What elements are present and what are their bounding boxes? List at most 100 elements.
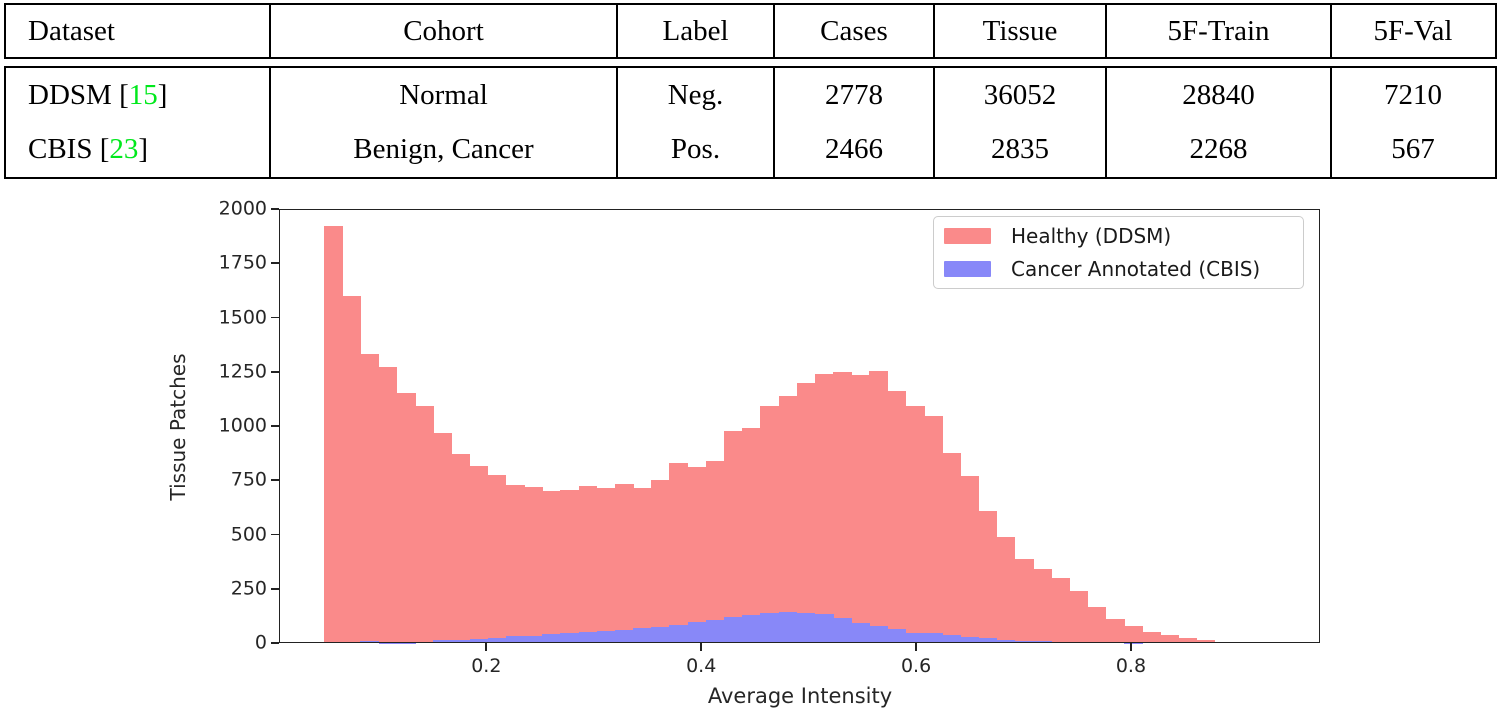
dataset-name: CBIS — [28, 133, 93, 166]
histogram-bar-cancer — [996, 639, 1016, 643]
histogram-bar-healthy — [651, 479, 671, 643]
histogram-bar-cancer — [1069, 641, 1089, 643]
dataset-table-header: Dataset Cohort Label Cases Tissue 5F-Tra… — [4, 3, 1497, 59]
histogram-bar-healthy — [923, 416, 943, 643]
cell-tissue: 36052 — [935, 68, 1107, 123]
histogram-bar-healthy — [524, 487, 543, 643]
legend-swatch-cancer — [944, 261, 991, 277]
y-tick-label: 0 — [254, 631, 267, 654]
cell-dataset-name: CBIS [23] — [6, 122, 271, 177]
cell-5f-train: 2268 — [1107, 122, 1332, 177]
histogram-bar-healthy — [796, 382, 816, 643]
cell-dataset-name: DDSM [15] — [6, 68, 271, 123]
histogram-bar-healthy — [360, 354, 380, 643]
col-header-cases: Cases — [775, 5, 935, 57]
y-tick-label: 2000 — [218, 197, 267, 220]
histogram-bar-healthy — [724, 431, 743, 643]
legend: Healthy (DDSM) Cancer Annotated (CBIS) — [933, 216, 1304, 289]
histogram-bar-healthy — [542, 491, 561, 643]
histogram-bar-healthy — [905, 406, 925, 643]
histogram-bar-healthy — [687, 467, 707, 643]
y-tick-label: 1500 — [218, 306, 267, 328]
histogram-bar-healthy — [669, 462, 689, 643]
x-tick-label: 0.6 — [900, 655, 932, 677]
histogram-bar-cancer — [833, 618, 852, 643]
histogram-bar-healthy — [342, 295, 362, 643]
y-tick-mark — [271, 262, 279, 265]
histogram-bar-healthy — [614, 483, 634, 643]
histogram-bar-healthy — [814, 374, 834, 643]
histogram-bar-healthy — [1196, 640, 1216, 643]
histogram-bar-cancer — [560, 633, 580, 643]
histogram-bar-cancer — [1014, 640, 1034, 643]
col-header-dataset: Dataset — [6, 5, 271, 57]
histogram-bar-healthy — [396, 393, 416, 643]
cell-5f-val: 7210 — [1384, 78, 1442, 111]
histogram-bar-healthy — [1178, 638, 1198, 643]
histogram-bar-cancer — [851, 623, 871, 643]
citation-number: 23 — [109, 133, 139, 166]
y-tick-mark — [271, 479, 279, 482]
col-header-label: Label — [618, 5, 775, 57]
dataset-table-body: DDSM [15] Normal Neg. 2778 36052 28840 7… — [4, 66, 1497, 179]
histogram-bar-cancer — [1051, 641, 1070, 643]
x-tick-mark — [1130, 643, 1132, 651]
histogram-bar-healthy — [1160, 635, 1180, 643]
y-axis-label: Tissue Patches — [166, 353, 190, 501]
histogram-bar-healthy — [324, 226, 343, 643]
histogram-bar-healthy — [578, 486, 598, 643]
histogram-bar-healthy — [705, 460, 725, 643]
x-tick-label: 0.2 — [471, 655, 502, 677]
col-header-5f-val: 5F-Val — [1373, 14, 1453, 47]
citation-bracket: [ — [99, 133, 110, 166]
histogram-bar-healthy — [996, 537, 1016, 643]
y-tick-mark — [271, 208, 279, 210]
histogram-bar-cancer — [433, 640, 452, 643]
x-tick-label: 0.8 — [1115, 655, 1147, 677]
histogram-bar-healthy — [469, 466, 489, 643]
cell-label: Neg. — [618, 68, 775, 123]
histogram-bar-cancer — [687, 622, 707, 643]
histogram-bar-cancer — [760, 612, 780, 643]
cell-cohort: Benign, Cancer — [271, 122, 618, 177]
citation-bracket: [ — [119, 78, 129, 111]
histogram-bar-cancer — [742, 615, 761, 643]
histogram-bar-healthy — [869, 370, 889, 643]
histogram-bar-cancer — [542, 634, 561, 643]
y-tick-label: 1000 — [218, 414, 267, 437]
col-header-5f-train: 5F-Train — [1107, 5, 1332, 57]
histogram-bar-healthy — [942, 453, 961, 643]
cell-5f-train: 28840 — [1107, 68, 1332, 123]
histogram-bar-healthy — [633, 487, 652, 643]
histogram-bar-healthy — [487, 474, 507, 643]
legend-label-healthy: Healthy (DDSM) — [1011, 224, 1172, 248]
histogram-bar-cancer — [814, 614, 834, 643]
legend-swatch-healthy — [944, 228, 991, 244]
y-tick-mark — [271, 642, 279, 644]
histogram-bar-healthy — [596, 488, 616, 643]
histogram-bar-cancer — [705, 619, 725, 643]
histogram-bar-healthy — [851, 374, 871, 643]
y-tick-mark — [271, 370, 279, 373]
histogram-bar-healthy — [1214, 641, 1234, 643]
cell-cohort: Normal — [271, 68, 618, 123]
histogram-bar-healthy — [978, 510, 998, 643]
cell-label: Pos. — [618, 122, 775, 177]
histogram-bar-healthy — [887, 391, 907, 643]
histogram-bar-healthy — [451, 454, 471, 643]
histogram-bar-cancer — [451, 639, 471, 643]
histogram-bar-cancer — [524, 635, 543, 643]
histogram-bar-healthy — [1105, 618, 1125, 643]
cell-cases: 2466 — [775, 122, 935, 177]
y-tick-label: 1750 — [218, 251, 267, 274]
histogram-bar-cancer — [1087, 642, 1107, 643]
x-tick-mark — [915, 643, 917, 651]
histogram-bar-cancer — [978, 638, 998, 643]
histogram-bar-cancer — [633, 628, 652, 643]
y-tick-label: 750 — [230, 468, 267, 491]
histogram-bar-cancer — [796, 613, 816, 643]
cell-cases: 2778 — [775, 68, 935, 123]
col-header-tissue: Tissue — [935, 5, 1107, 57]
histogram-bar-healthy — [415, 406, 434, 643]
